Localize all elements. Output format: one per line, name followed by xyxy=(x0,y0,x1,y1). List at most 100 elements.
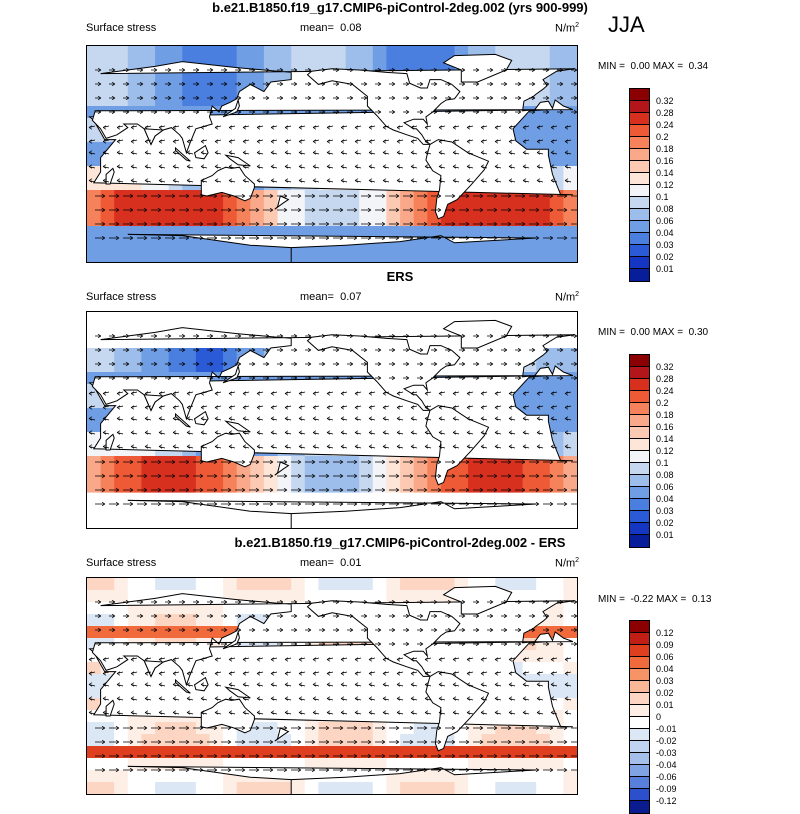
colorbar-tick-label: 0.1 xyxy=(656,458,669,468)
colorbar-swatch xyxy=(630,789,649,801)
colorbar-swatch xyxy=(630,403,649,415)
land-japan xyxy=(222,364,240,384)
colorbar-swatch xyxy=(630,669,649,681)
panel-2-minmax: MIN = 0.00 MAX = 0.30 xyxy=(598,327,709,338)
land-greenland xyxy=(442,585,513,615)
colorbar-swatch xyxy=(630,535,649,547)
colorbar-tick-label: 0.14 xyxy=(656,168,674,178)
colorbar-swatch xyxy=(630,475,649,487)
panel-2-map xyxy=(86,311,578,529)
colorbar-tick-label: 0.2 xyxy=(656,132,669,142)
colorbar-tick-label: 0 xyxy=(656,712,662,722)
colorbar-tick-label: 0.2 xyxy=(656,398,669,408)
colorbar-tick-label: 0.03 xyxy=(656,676,674,686)
colorbar-tick-label: 0.04 xyxy=(656,228,674,238)
colorbar-tick-label: 0.09 xyxy=(656,640,674,650)
colorbar-swatch xyxy=(630,257,649,269)
land-namerica xyxy=(306,600,461,677)
panel-3-minmax: MIN = -0.22 MAX = 0.13 xyxy=(598,594,712,605)
colorbar-swatch xyxy=(630,149,649,161)
land-madagascar xyxy=(105,167,115,185)
colorbar-swatch xyxy=(630,427,649,439)
land-eurasia xyxy=(91,593,575,687)
colorbar-tick-label: 0.08 xyxy=(656,204,674,214)
colorbar-swatch xyxy=(630,777,649,789)
colorbar-swatch xyxy=(630,197,649,209)
colorbar-tick-label: -0.12 xyxy=(656,796,677,806)
colorbar-tick-label: 0.02 xyxy=(656,518,674,528)
land-nz xyxy=(274,727,290,742)
colorbar-swatch xyxy=(630,137,649,149)
land-antarctica xyxy=(127,765,537,794)
panel-2-colorbar xyxy=(629,354,650,548)
colorbar-tick-label: 0.12 xyxy=(656,180,674,190)
colorbar-swatch xyxy=(630,633,649,645)
panel-1-variable: Surface stress xyxy=(86,22,157,34)
continents xyxy=(88,585,575,794)
colorbar-tick-label: 0.06 xyxy=(656,482,674,492)
colorbar-tick-label: -0.02 xyxy=(656,736,677,746)
land-sumatra xyxy=(175,146,191,162)
colorbar-tick-label: 0.04 xyxy=(656,494,674,504)
panel-2-title: ERS xyxy=(386,269,414,284)
colorbar-swatch xyxy=(630,621,649,633)
colorbar-swatch xyxy=(630,681,649,693)
land-nz xyxy=(274,195,290,210)
colorbar-tick-label: -0.09 xyxy=(656,784,677,794)
colorbar-swatch xyxy=(630,89,649,101)
land-japan xyxy=(222,98,240,118)
wind-stress-vectors xyxy=(88,333,577,507)
colorbar-swatch xyxy=(630,451,649,463)
land-greenland xyxy=(442,53,513,83)
land-namerica xyxy=(306,68,461,145)
colorbar-swatch xyxy=(630,209,649,221)
panel-3-map-svg xyxy=(87,578,577,794)
panel-3-map xyxy=(86,577,578,795)
land-sumatra xyxy=(175,678,191,694)
panel-1-title: b.e21.B1850.f19_g17.CMIP6-piControl-2deg… xyxy=(212,0,588,15)
colorbar-swatch xyxy=(630,487,649,499)
land-greenland xyxy=(442,319,513,349)
colorbar-tick-label: 0.06 xyxy=(656,652,674,662)
colorbar-swatch xyxy=(630,367,649,379)
land-india xyxy=(143,394,165,412)
colorbar-tick-label: 0.03 xyxy=(656,506,674,516)
panel-3-colorbar xyxy=(629,620,650,814)
colorbar-swatch xyxy=(630,741,649,753)
colorbar-tick-label: 0.32 xyxy=(656,96,674,106)
colorbar-tick-label: 0.18 xyxy=(656,410,674,420)
panel-2-mean: mean= 0.07 xyxy=(300,291,362,303)
colorbar-swatch xyxy=(630,269,649,281)
colorbar-swatch xyxy=(630,753,649,765)
colorbar-tick-label: 0.32 xyxy=(656,362,674,372)
colorbar-tick-label: 0.08 xyxy=(656,470,674,480)
land-madagascar xyxy=(105,433,115,451)
panel-1-map-svg xyxy=(87,46,577,262)
land-eurasia xyxy=(91,61,575,155)
colorbar-tick-label: 0.24 xyxy=(656,386,674,396)
colorbar-swatch xyxy=(630,161,649,173)
panel-3-units: N/m2 xyxy=(555,557,580,570)
land-madagascar xyxy=(105,699,115,717)
colorbar-swatch xyxy=(630,765,649,777)
colorbar-tick-label: 0.04 xyxy=(656,664,674,674)
panel-1-minmax: MIN = 0.00 MAX = 0.34 xyxy=(598,61,709,72)
colorbar-tick-label: 0.02 xyxy=(656,688,674,698)
colorbar-swatch xyxy=(630,523,649,535)
colorbar-tick-label: 0.01 xyxy=(656,700,674,710)
colorbar-swatch xyxy=(630,439,649,451)
panel-1-mean: mean= 0.08 xyxy=(300,22,362,34)
continents xyxy=(88,319,575,528)
colorbar-swatch xyxy=(630,693,649,705)
colorbar-swatch xyxy=(630,705,649,717)
colorbar-tick-label: -0.01 xyxy=(656,724,677,734)
land-namerica xyxy=(306,334,461,411)
colorbar-swatch xyxy=(630,233,649,245)
colorbar-tick-label: 0.1 xyxy=(656,192,669,202)
colorbar-swatch xyxy=(630,173,649,185)
colorbar-swatch xyxy=(630,391,649,403)
panel-2-units: N/m2 xyxy=(555,291,580,304)
colorbar-swatch xyxy=(630,511,649,523)
land-nz xyxy=(274,461,290,476)
colorbar-tick-label: 0.12 xyxy=(656,446,674,456)
